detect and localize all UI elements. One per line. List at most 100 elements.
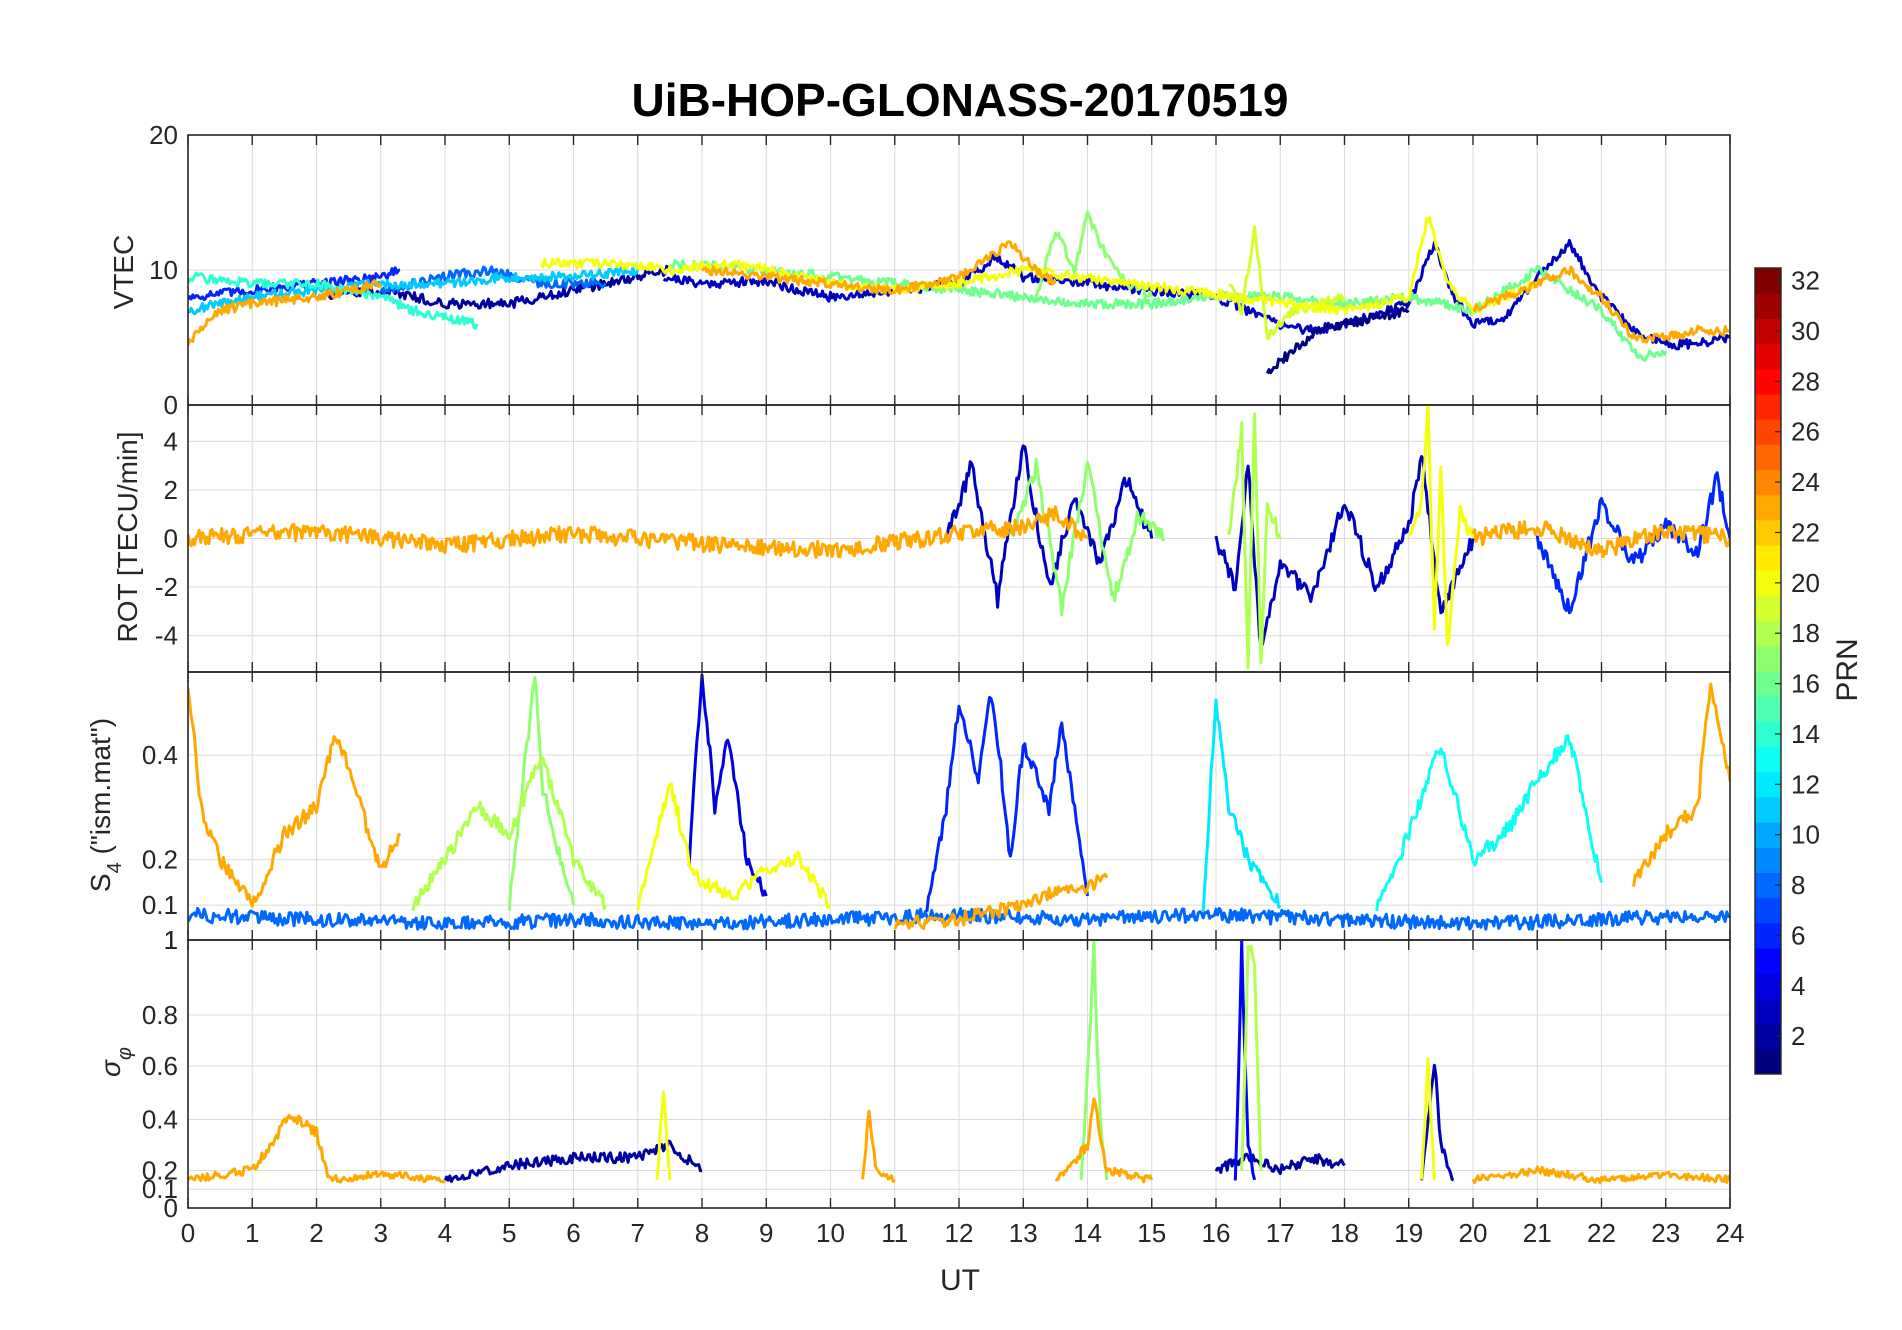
series-group	[188, 673, 1730, 931]
series-line-prn-3	[944, 444, 1154, 609]
colorbar-segment	[1755, 1048, 1781, 1075]
colorbar-segment	[1755, 746, 1781, 773]
colorbar-segment	[1755, 948, 1781, 974]
y-tick-label: 1	[164, 925, 178, 955]
x-tick-label: 21	[1523, 1218, 1552, 1248]
x-tick-label: 18	[1330, 1218, 1359, 1248]
colorbar-segment	[1755, 494, 1781, 521]
x-tick-label: 16	[1202, 1218, 1231, 1248]
series-line-prn-23	[188, 505, 1089, 560]
series-line-prn-23	[1471, 1165, 1730, 1185]
x-tick-label: 19	[1394, 1218, 1423, 1248]
vtec-panel: 0 10 20	[149, 120, 1731, 420]
colorbar-tick-label: 4	[1791, 971, 1805, 1001]
x-tick-label: 24	[1716, 1218, 1745, 1248]
colorbar-tick-label: 26	[1791, 417, 1820, 447]
series-line-prn-6	[1535, 471, 1730, 615]
s4-ylabel: S4 ("ism.mat")	[85, 718, 126, 892]
colorbar-tick-label: 20	[1791, 568, 1820, 598]
series-line-prn-17	[1008, 457, 1166, 617]
x-tick-label: 11	[881, 1218, 908, 1248]
series-line-prn-16	[668, 258, 1668, 363]
series-line-prn-23	[1472, 265, 1730, 344]
x-tick-label: 1	[245, 1218, 259, 1248]
series-group	[188, 210, 1730, 375]
colorbar-tick-label: 14	[1791, 719, 1820, 749]
colorbar-segment	[1755, 696, 1781, 722]
sigma-phi-panel: 00.10.20.40.60.810 1 2 3 4 5 6 7 8 9 10 11 12 13 14 15 1…	[142, 925, 1745, 1248]
series-line-prn-1	[1266, 306, 1410, 375]
colorbar-tick-label: 2	[1791, 1021, 1805, 1051]
colorbar-segment	[1755, 998, 1781, 1025]
colorbar-segment	[1755, 796, 1781, 823]
series-line-prn-6	[188, 266, 401, 302]
colorbar-segment	[1755, 897, 1781, 924]
y-tick-label: 0.1	[142, 890, 178, 920]
x-tick-label: 20	[1459, 1218, 1488, 1248]
x-tick-label: 6	[566, 1218, 580, 1248]
series-line-prn-3	[1420, 1063, 1455, 1182]
y-tick-label: 0.2	[142, 1155, 178, 1185]
x-tick-label: 15	[1137, 1218, 1166, 1248]
sigma-ylabel: σφ	[95, 1047, 136, 1077]
series-line-prn-8	[188, 906, 1730, 931]
series-line-prn-23	[188, 279, 383, 346]
series-line-prn-23	[893, 872, 1109, 930]
colorbar-tick-label: 8	[1791, 870, 1805, 900]
x-tick-label: 14	[1073, 1218, 1102, 1248]
y-tick-label: 0	[164, 524, 178, 554]
series-line-prn-3	[662, 238, 1730, 351]
series-line-prn-20	[1420, 1057, 1436, 1180]
series-line-prn-13	[1375, 734, 1603, 912]
x-tick-label: 9	[759, 1218, 773, 1248]
x-tick-label: 23	[1651, 1218, 1680, 1248]
y-tick-label: 4	[164, 426, 178, 456]
x-tick-label: 2	[309, 1218, 323, 1248]
x-tick-label: 8	[695, 1218, 709, 1248]
series-line-prn-20	[655, 1090, 672, 1181]
series-line-prn-20	[636, 782, 832, 911]
s4-ylabel-sub: 4	[104, 862, 126, 873]
colorbar-tick-label: 22	[1791, 517, 1820, 547]
series-line-prn-23	[700, 240, 1057, 296]
y-tick-label: 0.2	[142, 845, 178, 875]
y-tick-label: 0	[164, 390, 178, 420]
series-line-prn-17	[1034, 210, 1154, 299]
chart-title: UiB-HOP-GLONASS-20170519	[632, 74, 1289, 126]
series-line-prn-23	[188, 1113, 447, 1184]
x-tick-label: 4	[438, 1218, 452, 1248]
series-line-prn-20	[1408, 405, 1475, 646]
colorbar-segment	[1755, 343, 1781, 370]
x-tick-label: 12	[945, 1218, 974, 1248]
series-line-prn-18	[1227, 412, 1282, 670]
y-tick-label: 0.4	[142, 1105, 178, 1135]
series-line-prn-17	[507, 676, 575, 911]
series-line-prn-20	[540, 216, 1538, 316]
series-line-prn-18	[411, 756, 607, 911]
colorbar-tick-label: 12	[1791, 769, 1820, 799]
series-line-prn-23	[188, 688, 402, 908]
series-line-prn-2	[1214, 1152, 1346, 1175]
colorbar-box	[1754, 267, 1782, 1075]
y-tick-label: 0	[164, 1193, 178, 1223]
s4-ylabel-main: S	[85, 873, 116, 892]
colorbar-segment	[1755, 595, 1781, 622]
series-line-prn-12	[1201, 698, 1282, 912]
colorbar-tick-label: 6	[1791, 920, 1805, 950]
colorbar-label: PRN	[1831, 638, 1864, 701]
y-tick-label: 0.8	[142, 1000, 178, 1030]
y-tick-label: 1	[164, 925, 178, 955]
x-tick-label: 5	[502, 1218, 516, 1248]
series-line-prn-6	[925, 695, 1089, 912]
colorbar-segment	[1755, 645, 1781, 672]
y-tick-label: 10	[149, 255, 178, 285]
sigma-ylabel-sub: φ	[114, 1047, 136, 1060]
x-tick-label: 3	[374, 1218, 388, 1248]
colorbar-segment	[1755, 545, 1781, 571]
sigma-ylabel-main: σ	[95, 1059, 126, 1077]
rot-ylabel: ROT [TECU/min]	[112, 431, 143, 642]
y-tick-label: 0.6	[142, 1051, 178, 1081]
colorbar-segment	[1755, 293, 1781, 319]
